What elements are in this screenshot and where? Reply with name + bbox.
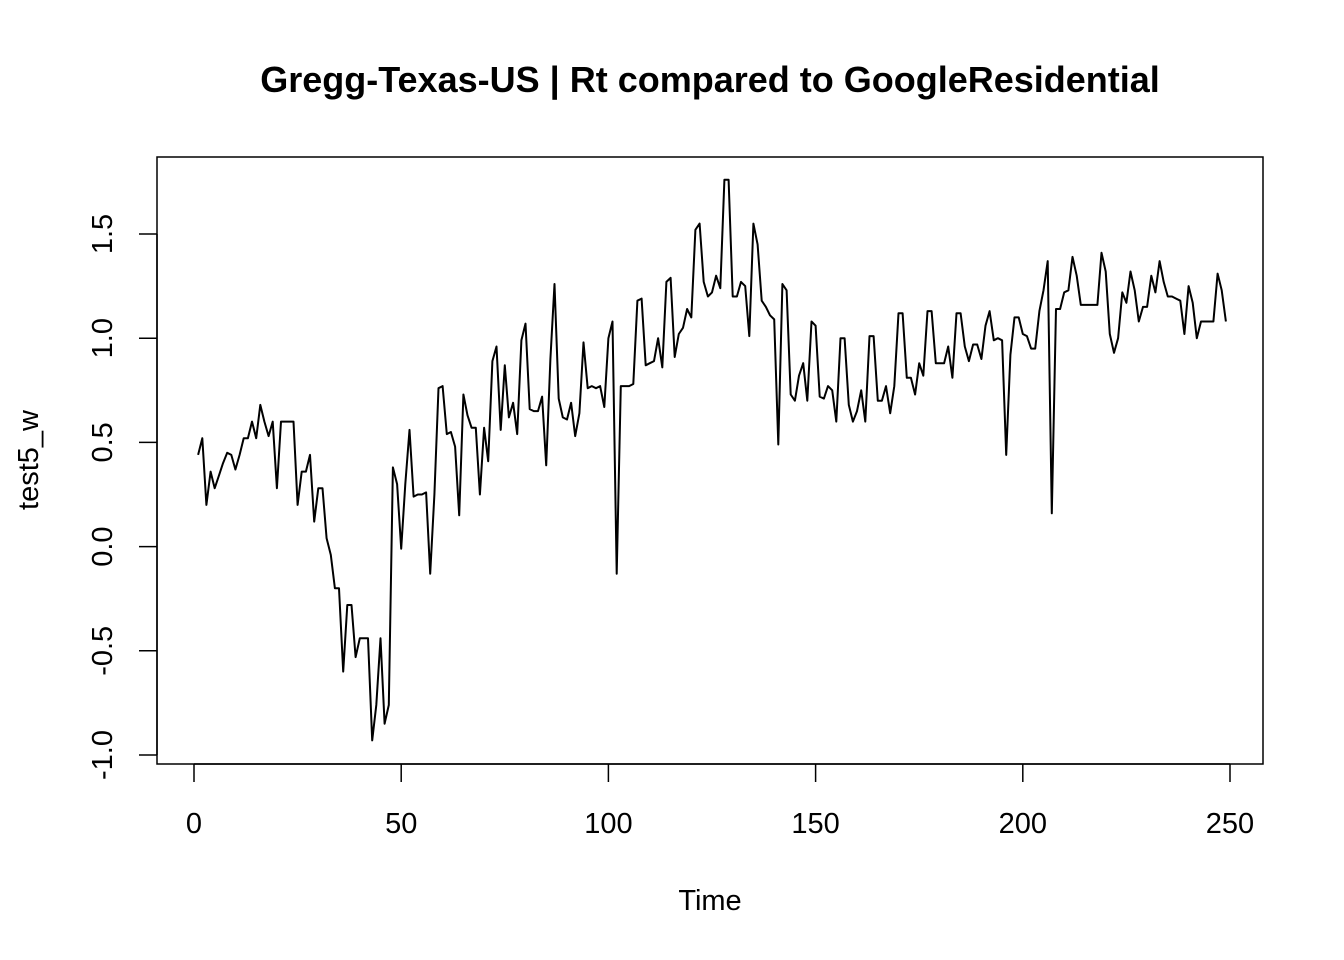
y-tick-label: -1.0	[87, 730, 119, 780]
x-axis-label: Time	[678, 885, 741, 917]
y-tick-label: 1.5	[87, 214, 119, 254]
x-tick-label: 50	[385, 808, 417, 840]
y-tick-label: 0.5	[87, 422, 119, 462]
series-line	[197, 178, 1227, 742]
x-tick-label: 100	[584, 808, 632, 840]
x-tick-label: 150	[791, 808, 839, 840]
x-tick-label: 200	[999, 808, 1047, 840]
y-tick-label: 0.0	[87, 526, 119, 566]
x-axis: 0 50 100 150 200 250	[186, 763, 1254, 840]
y-tick-label: 1.0	[87, 318, 119, 358]
x-tick-label: 250	[1206, 808, 1254, 840]
plot-frame	[156, 156, 1264, 765]
y-axis: -1.0 -0.5 0.0 0.5 1.0 1.5	[87, 214, 158, 780]
x-tick-label: 0	[186, 808, 202, 840]
y-axis-label: test5_w	[13, 409, 45, 510]
y-tick-label: -0.5	[87, 626, 119, 676]
chart-title: Gregg-Texas-US | Rt compared to GoogleRe…	[260, 59, 1160, 101]
